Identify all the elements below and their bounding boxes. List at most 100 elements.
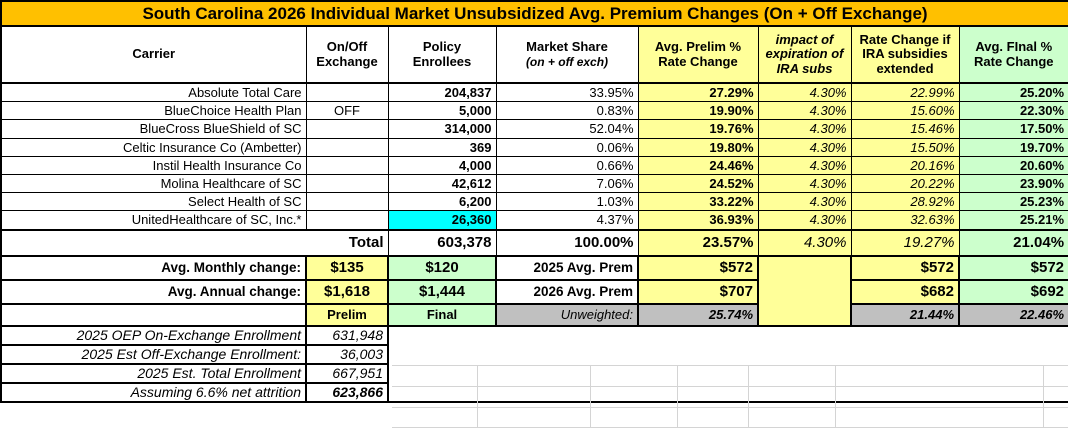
market-share-label: Market Share (526, 38, 608, 54)
exchange-cell (305, 137, 389, 157)
faint-gridline (590, 365, 591, 428)
prem-2026-extended: $682 (850, 278, 960, 305)
carrier-row: Select Health of SC 6,200 1.03% 33.22% 4… (0, 192, 1068, 212)
footnote-row: Assuming 6.6% net attrition 623,866 (0, 381, 1068, 403)
market-share-cell: 4.37% (495, 210, 639, 230)
unweighted-label: Unweighted: (495, 302, 639, 327)
market-share-cell: 7.06% (495, 173, 639, 194)
enrollees-cell: 6,200 (387, 192, 497, 212)
prelim-rate-cell: 19.90% (637, 101, 759, 121)
total-prelim-rate: 23.57% (637, 228, 759, 257)
faint-gridline (392, 386, 1068, 387)
monthly-change-prelim: $135 (305, 254, 389, 281)
carrier-row: UnitedHealthcare of SC, Inc.* 26,360 4.3… (0, 210, 1068, 230)
exchange-cell (305, 192, 389, 212)
extended-rate-cell: 22.99% (850, 82, 960, 103)
market-share-cell: 33.95% (495, 82, 639, 103)
carrier-name: UnitedHealthcare of SC, Inc.* (0, 210, 307, 230)
unweighted-prelim: 25.74% (637, 302, 759, 327)
enrollees-cell: 369 (387, 137, 497, 157)
carrier-name: BlueCross BlueShield of SC (0, 119, 307, 139)
faint-gridline (477, 365, 478, 428)
footnote-value: 667,951 (305, 362, 389, 384)
carrier-name: Instil Health Insurance Co (0, 155, 307, 175)
ira-impact-cell: 4.30% (757, 173, 852, 194)
prelim-rate-cell: 27.29% (637, 82, 759, 103)
market-share-sublabel: (on + off exch) (525, 54, 609, 69)
enrollees-cell: 204,837 (387, 82, 497, 103)
carrier-name: Absolute Total Care (0, 82, 307, 103)
extended-rate-cell: 15.50% (850, 137, 960, 157)
market-share-cell: 0.06% (495, 137, 639, 157)
carrier-row: BlueChoice Health Plan OFF 5,000 0.83% 1… (0, 101, 1068, 121)
prem-2026-final: $692 (957, 278, 1068, 305)
prelim-rate-cell: 24.46% (637, 155, 759, 175)
column-header-ira-impact: impact of expiration of IRA subs (757, 25, 852, 84)
prelim-rate-cell: 24.52% (637, 173, 759, 194)
final-rate-cell: 17.50% (958, 119, 1068, 139)
carrier-name: Molina Healthcare of SC (0, 173, 307, 194)
enrollees-cell: 314,000 (387, 119, 497, 139)
enrollees-cell: 5,000 (387, 101, 497, 121)
annual-change-row: Avg. Annual change: $1,618 $1,444 2026 A… (0, 278, 1068, 305)
column-header-carrier: Carrier (0, 25, 307, 84)
faint-gridline (392, 407, 1068, 408)
column-header-exchange: On/Off Exchange (305, 25, 389, 84)
prelim-column-label: Prelim (305, 302, 389, 327)
ira-impact-cell: 4.30% (757, 82, 852, 103)
column-header-market-share: Market Share (on + off exch) (495, 25, 639, 84)
annual-change-final: $1,444 (387, 278, 497, 305)
final-rate-cell: 20.60% (958, 155, 1068, 175)
enrollees-cell: 42,612 (387, 173, 497, 194)
prem-2025-label: 2025 Avg. Prem (495, 254, 639, 281)
carrier-row: BlueCross BlueShield of SC 314,000 52.04… (0, 119, 1068, 139)
market-share-cell: 52.04% (495, 119, 639, 139)
empty-cell (0, 302, 307, 327)
carrier-row: Molina Healthcare of SC 42,612 7.06% 24.… (0, 173, 1068, 194)
carrier-row: Instil Health Insurance Co 4,000 0.66% 2… (0, 155, 1068, 175)
footnote-label: 2025 OEP On-Exchange Enrollment (0, 324, 307, 346)
ira-impact-cell: 4.30% (757, 137, 852, 157)
empty-area (388, 326, 1068, 345)
footnote-value: 623,866 (305, 381, 389, 403)
column-header-extended: Rate Change if IRA subsidies extended (850, 25, 960, 84)
final-rate-cell: 23.90% (958, 173, 1068, 194)
monthly-change-row: Avg. Monthly change: $135 $120 2025 Avg.… (0, 254, 1068, 327)
market-share-cell: 0.66% (495, 155, 639, 175)
footnote-label: 2025 Est. Total Enrollment (0, 362, 307, 384)
total-final-rate: 21.04% (958, 228, 1068, 257)
prelim-rate-cell: 33.22% (637, 192, 759, 212)
prem-2026-prelim: $707 (637, 278, 759, 305)
prem-2026-label: 2026 Avg. Prem (495, 278, 639, 305)
total-ira-impact: 4.30% (757, 228, 852, 257)
carrier-name: Select Health of SC (0, 192, 307, 212)
total-row: Total 603,378 100.00% 23.57% 4.30% 19.27… (0, 228, 1068, 257)
prelim-rate-cell: 36.93% (637, 210, 759, 230)
exchange-cell (305, 173, 389, 194)
prem-2025-extended: $572 (850, 254, 960, 281)
ira-impact-cell: 4.30% (757, 155, 852, 175)
carrier-name: Celtic Insurance Co (Ambetter) (0, 137, 307, 157)
prem-2025-final: $572 (957, 254, 1068, 281)
exchange-cell (305, 210, 389, 230)
total-market-share: 100.00% (495, 228, 639, 257)
column-header-prelim: Avg. Prelim % Rate Change (637, 25, 759, 84)
total-label: Total (0, 228, 389, 257)
premium-change-table: South Carolina 2026 Individual Market Un… (0, 0, 1068, 403)
empty-area (388, 345, 1068, 364)
carrier-row: Celtic Insurance Co (Ambetter) 369 0.06%… (0, 137, 1068, 157)
market-share-cell: 1.03% (495, 192, 639, 212)
title-row: South Carolina 2026 Individual Market Un… (0, 0, 1068, 27)
faint-gridline (1043, 365, 1044, 428)
prelim-rate-cell: 19.76% (637, 119, 759, 139)
extended-rate-cell: 32.63% (850, 210, 960, 230)
prelim-rate-cell: 19.80% (637, 137, 759, 157)
final-column-label: Final (387, 302, 497, 327)
extended-rate-cell: 15.60% (850, 101, 960, 121)
final-rate-cell: 22.30% (958, 101, 1068, 121)
annual-change-label: Avg. Annual change: (0, 278, 307, 305)
footnote-label: 2025 Est Off-Exchange Enrollment: (0, 343, 307, 365)
final-rate-cell: 19.70% (958, 137, 1068, 157)
ira-impact-spacer-cell (757, 254, 852, 327)
